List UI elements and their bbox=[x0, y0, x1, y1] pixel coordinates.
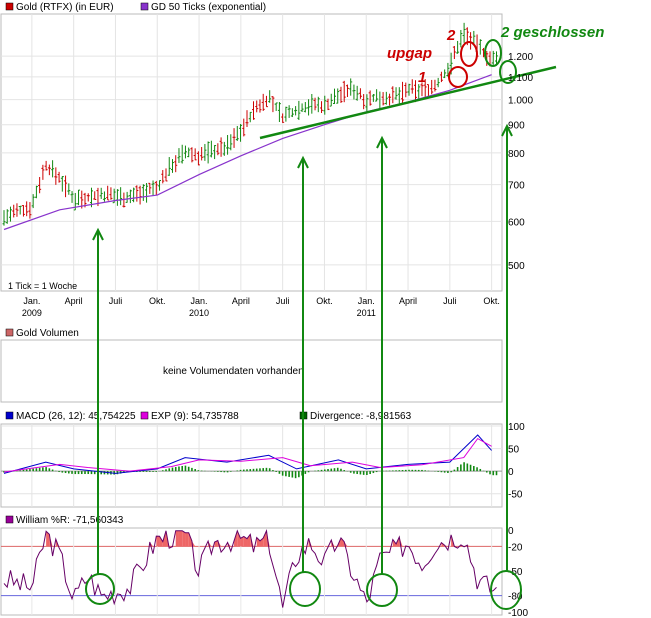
price-y-tick: 500 bbox=[508, 261, 525, 272]
williams-legend: William %R: -71,560343 bbox=[16, 515, 124, 526]
macd-grid bbox=[1, 424, 502, 507]
price-y-tick: 600 bbox=[508, 217, 525, 228]
williams-fill-segment bbox=[240, 536, 244, 547]
price-legend-swatch-gold bbox=[5, 2, 14, 11]
price-x-tick: Juli bbox=[443, 296, 457, 306]
gap-circle-2 bbox=[460, 41, 478, 67]
signal-arrowhead-3 bbox=[376, 135, 388, 149]
williams-fill-segment bbox=[256, 537, 260, 547]
price-x-tick: Juli bbox=[276, 296, 290, 306]
williams-fill-segment bbox=[467, 545, 471, 547]
williams-y-tick: -80 bbox=[508, 592, 523, 603]
price-x-tick: Juli bbox=[109, 296, 123, 306]
signal-arrowhead-1 bbox=[92, 227, 104, 241]
williams-fill-segment bbox=[237, 530, 241, 547]
macd-plot-frame bbox=[0, 423, 503, 508]
trend-touch-circle bbox=[499, 60, 517, 84]
williams-y-tick: -50 bbox=[508, 567, 523, 578]
price-y-tick: 1.000 bbox=[508, 96, 533, 107]
price-legend-gold: Gold (RTFX) (in EUR) bbox=[16, 2, 114, 13]
price-x-tick: April bbox=[232, 296, 250, 306]
price-y-tick: 900 bbox=[508, 121, 525, 132]
macd-line bbox=[3, 434, 492, 474]
volume-message: keine Volumendaten vorhanden bbox=[163, 366, 304, 377]
volume-legend: Gold Volumen bbox=[16, 328, 79, 339]
volume-legend-swatch bbox=[5, 328, 14, 337]
volume-panel: Gold Volumen keine Volumendaten vorhande… bbox=[0, 328, 503, 403]
oversold-circle-1 bbox=[85, 573, 115, 605]
annotation-2: 2 bbox=[446, 27, 456, 44]
williams-fill-segment bbox=[185, 532, 189, 547]
exp-line bbox=[3, 437, 492, 473]
macd-legend-macd: MACD (26, 12): 45,754225 bbox=[16, 411, 136, 422]
oversold-circle-4 bbox=[490, 570, 522, 610]
williams-fill-segment bbox=[259, 538, 264, 547]
macd-y-tick: -50 bbox=[508, 490, 523, 501]
macd-y-axis: 100 50 0 -50 bbox=[508, 422, 525, 501]
price-y-tick: 1.200 bbox=[508, 52, 533, 63]
williams-y-tick: -100 bbox=[508, 608, 528, 618]
price-x-tick: Jan. bbox=[191, 296, 208, 306]
signal-arrows bbox=[92, 123, 513, 574]
gap-circle-1 bbox=[448, 66, 468, 88]
signal-arrowhead-4 bbox=[501, 123, 513, 137]
williams-legend-swatch bbox=[5, 515, 14, 524]
macd-y-tick: 100 bbox=[508, 422, 525, 433]
williams-line bbox=[3, 529, 497, 608]
price-x-tick: April bbox=[399, 296, 417, 306]
price-x-tick: Okt. bbox=[316, 296, 333, 306]
annotation-upgap: upgap bbox=[387, 45, 432, 62]
macd-legend-swatch-macd bbox=[5, 411, 14, 420]
williams-panel: William %R: -71,560343 0 -20 -50 -80 -100 bbox=[0, 515, 528, 618]
gap-closed-circle bbox=[484, 39, 502, 67]
macd-legend-exp: EXP (9): 54,735788 bbox=[151, 411, 239, 422]
macd-legend-divergence: Divergence: -8,981563 bbox=[310, 411, 412, 422]
williams-fill-segment bbox=[243, 536, 248, 547]
williams-fill-segment bbox=[156, 536, 160, 547]
volume-plot-frame bbox=[0, 339, 503, 403]
macd-legend-swatch-exp bbox=[140, 411, 149, 420]
williams-fill-segment bbox=[340, 537, 345, 547]
price-y-tick: 1.100 bbox=[508, 73, 533, 84]
williams-fill-segment bbox=[178, 530, 183, 547]
oversold-circle-2 bbox=[289, 571, 321, 607]
price-x-year: 2010 bbox=[189, 308, 209, 318]
annotation-1: 1 bbox=[418, 69, 426, 86]
williams-y-tick: 0 bbox=[508, 526, 514, 537]
williams-y-axis: 0 -20 -50 -80 -100 bbox=[508, 526, 528, 618]
price-legend-ema: GD 50 Ticks (exponential) bbox=[151, 2, 266, 13]
price-legend-swatch-ema bbox=[140, 2, 149, 11]
price-x-tick: Okt. bbox=[149, 296, 166, 306]
macd-y-tick: 0 bbox=[508, 467, 514, 478]
price-x-tick: Jan. bbox=[358, 296, 375, 306]
macd-y-tick: 50 bbox=[508, 445, 520, 456]
price-x-year: 2009 bbox=[22, 308, 42, 318]
annotation-2-geschlossen: 2 geschlossen bbox=[500, 24, 604, 41]
williams-fill-segment bbox=[182, 530, 186, 547]
price-y-axis: 500 600 700 800 900 1.000 1.100 1.200 bbox=[508, 52, 533, 272]
price-x-year: 2011 bbox=[357, 308, 376, 318]
williams-fill-segment bbox=[46, 531, 50, 547]
williams-fill-segment bbox=[175, 530, 179, 547]
price-note: 1 Tick = 1 Woche bbox=[8, 281, 77, 291]
price-x-tick: Okt. bbox=[483, 296, 500, 306]
price-x-axis: Jan. 2009 April Juli Okt. Jan. 2010 April Juli Ok… bbox=[22, 296, 500, 318]
price-y-tick: 700 bbox=[508, 181, 525, 192]
trend-line bbox=[259, 65, 557, 140]
signal-arrowhead-2 bbox=[297, 155, 309, 169]
price-bars bbox=[2, 22, 499, 226]
williams-y-tick: -20 bbox=[508, 542, 523, 553]
price-x-tick: April bbox=[65, 296, 83, 306]
williams-fill-segment bbox=[263, 530, 267, 547]
williams-fill-segment bbox=[159, 536, 163, 547]
macd-histogram bbox=[3, 462, 498, 479]
macd-panel: MACD (26, 12): 45,754225 EXP (9): 54,735… bbox=[0, 411, 525, 508]
williams-fill-segment bbox=[247, 534, 251, 547]
price-panel: Gold (RTFX) (in EUR) GD 50 Ticks (expone… bbox=[0, 2, 604, 318]
price-y-tick: 800 bbox=[508, 149, 525, 160]
price-x-tick: Jan. bbox=[23, 296, 40, 306]
